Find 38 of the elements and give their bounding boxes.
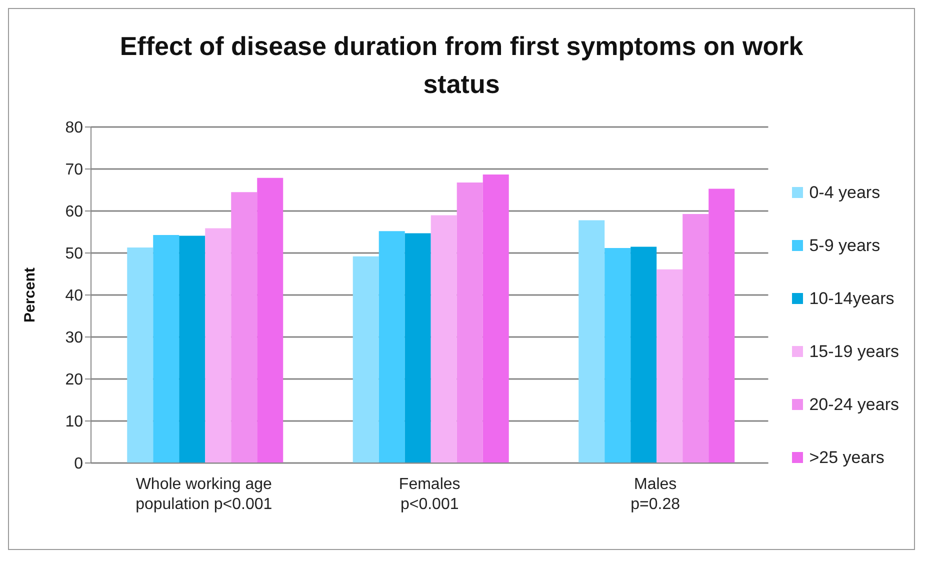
bar	[378, 231, 405, 463]
bar	[482, 174, 509, 463]
bar	[352, 256, 379, 463]
bar	[430, 215, 457, 463]
bar	[179, 236, 206, 463]
bar	[682, 214, 709, 463]
y-tick-label: 70	[65, 162, 84, 179]
y-tick-label: 0	[74, 456, 84, 473]
bar	[205, 228, 232, 463]
y-tick-label: 30	[65, 330, 84, 347]
bar	[257, 178, 284, 463]
bar	[604, 248, 631, 463]
x-tick-label: Males p=0.28	[630, 476, 680, 513]
chart-title: Effect of disease duration from first symptoms on work status	[118, 30, 804, 101]
bar	[656, 269, 683, 463]
y-axis-title: Percent	[21, 267, 38, 323]
y-tick-label: 10	[65, 414, 84, 431]
bar	[578, 220, 605, 463]
legend-label: 10-14years	[809, 288, 894, 308]
bar	[153, 234, 180, 463]
legend-label: >25 years	[809, 448, 884, 468]
bar	[708, 188, 735, 463]
x-tick-label: Whole working age population p<0.001	[136, 476, 272, 513]
y-tick-label: 40	[65, 288, 84, 305]
bar	[630, 246, 657, 463]
legend-label: 5-9 years	[809, 236, 880, 256]
bar	[456, 182, 483, 463]
y-tick-label: 20	[65, 372, 84, 389]
y-tick-label: 50	[65, 246, 84, 263]
legend-label: 15-19 years	[809, 342, 899, 362]
x-tick-label: Females p<0.001	[398, 476, 460, 513]
y-tick-label: 60	[65, 204, 84, 221]
legend-label: 20-24 years	[809, 394, 899, 414]
bar	[231, 192, 258, 463]
legend-label: 0-4 years	[809, 182, 880, 202]
bar	[404, 233, 431, 463]
y-tick-label: 80	[65, 120, 84, 137]
bar	[127, 248, 154, 463]
